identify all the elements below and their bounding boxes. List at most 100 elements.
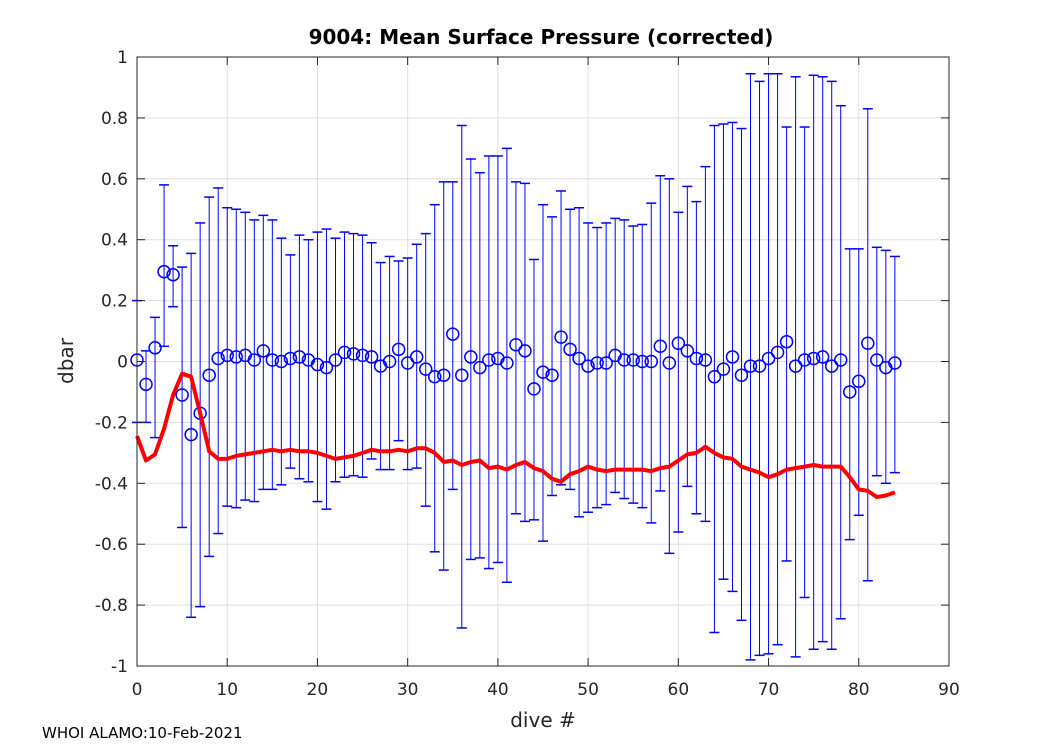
data-point — [283, 351, 298, 366]
data-point — [671, 336, 686, 350]
data-point — [680, 344, 695, 358]
data-point — [617, 353, 631, 367]
data-point — [148, 341, 162, 355]
y-tick-label: -0.2 — [95, 413, 128, 433]
data-point — [716, 362, 731, 376]
data-point — [734, 368, 749, 382]
data-point — [265, 353, 280, 367]
data-point — [653, 339, 668, 354]
data-point — [211, 351, 225, 366]
x-tick-label: 0 — [132, 680, 143, 700]
data-point — [274, 354, 289, 369]
data-point — [725, 350, 740, 364]
data-point — [644, 354, 659, 369]
x-tick-label: 20 — [307, 680, 329, 700]
data-point — [770, 345, 785, 360]
data-point — [752, 359, 767, 373]
data-point — [391, 342, 406, 357]
ticks: 0 10 20 30 40 50 60 70 80 90 -1 -0.8 -0.6 -0.4 -0.2 0 0.… — [95, 48, 960, 700]
y-tick-label: -0.6 — [95, 535, 128, 555]
data-point — [328, 353, 343, 367]
chart-title: 9004: Mean Surface Pressure (corrected) — [309, 25, 774, 49]
data-point — [464, 350, 478, 364]
data-point — [509, 338, 523, 352]
data-point — [743, 359, 758, 373]
line-layer — [135, 371, 896, 499]
data-point — [455, 368, 469, 382]
data-point — [870, 353, 884, 367]
data-point — [545, 368, 559, 382]
data-point — [861, 336, 875, 350]
x-axis-label: dive # — [510, 708, 576, 732]
data-point — [563, 342, 577, 357]
data-point — [355, 348, 370, 363]
data-point — [518, 344, 532, 358]
x-tick-label: 50 — [577, 680, 599, 700]
y-tick-label: 0.4 — [101, 231, 128, 251]
data-point — [662, 356, 677, 370]
data-point — [635, 354, 649, 369]
data-point — [319, 360, 334, 375]
data-point — [310, 357, 325, 372]
data-point — [437, 368, 451, 382]
data-point — [418, 362, 433, 376]
x-tick-label: 60 — [668, 680, 690, 700]
footer-stamp: WHOI ALAMO:10-Feb-2021 — [42, 724, 243, 742]
data-point — [139, 377, 153, 392]
y-axis-label: dbar — [54, 337, 78, 384]
x-tick-label: 90 — [938, 680, 960, 700]
y-tick-label: -1 — [111, 657, 128, 677]
series-line — [135, 371, 896, 499]
data-point — [166, 267, 180, 282]
data-point — [707, 369, 722, 384]
data-point — [229, 350, 243, 364]
data-point — [572, 351, 586, 366]
markers — [130, 264, 902, 442]
y-tick-label: 1 — [117, 48, 128, 68]
x-tick-label: 40 — [487, 680, 509, 700]
data-point — [626, 353, 640, 367]
x-tick-label: 10 — [216, 680, 238, 700]
data-point — [852, 374, 866, 389]
data-point — [779, 334, 794, 349]
data-point — [427, 369, 442, 384]
data-point — [409, 350, 424, 364]
data-point — [824, 359, 839, 373]
data-point — [292, 350, 307, 364]
data-point — [590, 356, 604, 370]
x-tick-label: 70 — [758, 680, 780, 700]
data-point — [382, 354, 397, 369]
data-point — [815, 350, 830, 364]
x-tick-label: 30 — [397, 680, 419, 700]
y-tick-label: 0.2 — [101, 292, 128, 312]
data-point — [536, 365, 550, 379]
y-tick-label: 0 — [117, 353, 128, 373]
errorbars — [132, 72, 900, 661]
data-point — [833, 353, 848, 367]
data-point — [500, 356, 514, 370]
data-point — [788, 359, 803, 373]
data-point — [256, 344, 271, 358]
data-point — [400, 356, 415, 370]
data-point — [247, 353, 262, 367]
data-point — [202, 368, 216, 382]
data-point — [527, 382, 541, 396]
data-point — [157, 264, 171, 279]
data-point — [446, 327, 460, 341]
data-point — [761, 351, 776, 366]
data-point — [599, 356, 613, 370]
y-tick-label: 0.6 — [101, 170, 128, 190]
data-point — [806, 351, 821, 366]
data-point — [346, 347, 361, 361]
data-point — [797, 353, 812, 367]
data-point — [698, 353, 713, 367]
y-tick-label: -0.4 — [95, 474, 128, 494]
data-point — [337, 345, 352, 360]
data-point — [184, 427, 198, 442]
data-point — [175, 388, 189, 402]
data-point — [482, 353, 496, 367]
data-point — [581, 359, 595, 373]
data-point — [554, 330, 568, 344]
data-point — [888, 356, 902, 370]
